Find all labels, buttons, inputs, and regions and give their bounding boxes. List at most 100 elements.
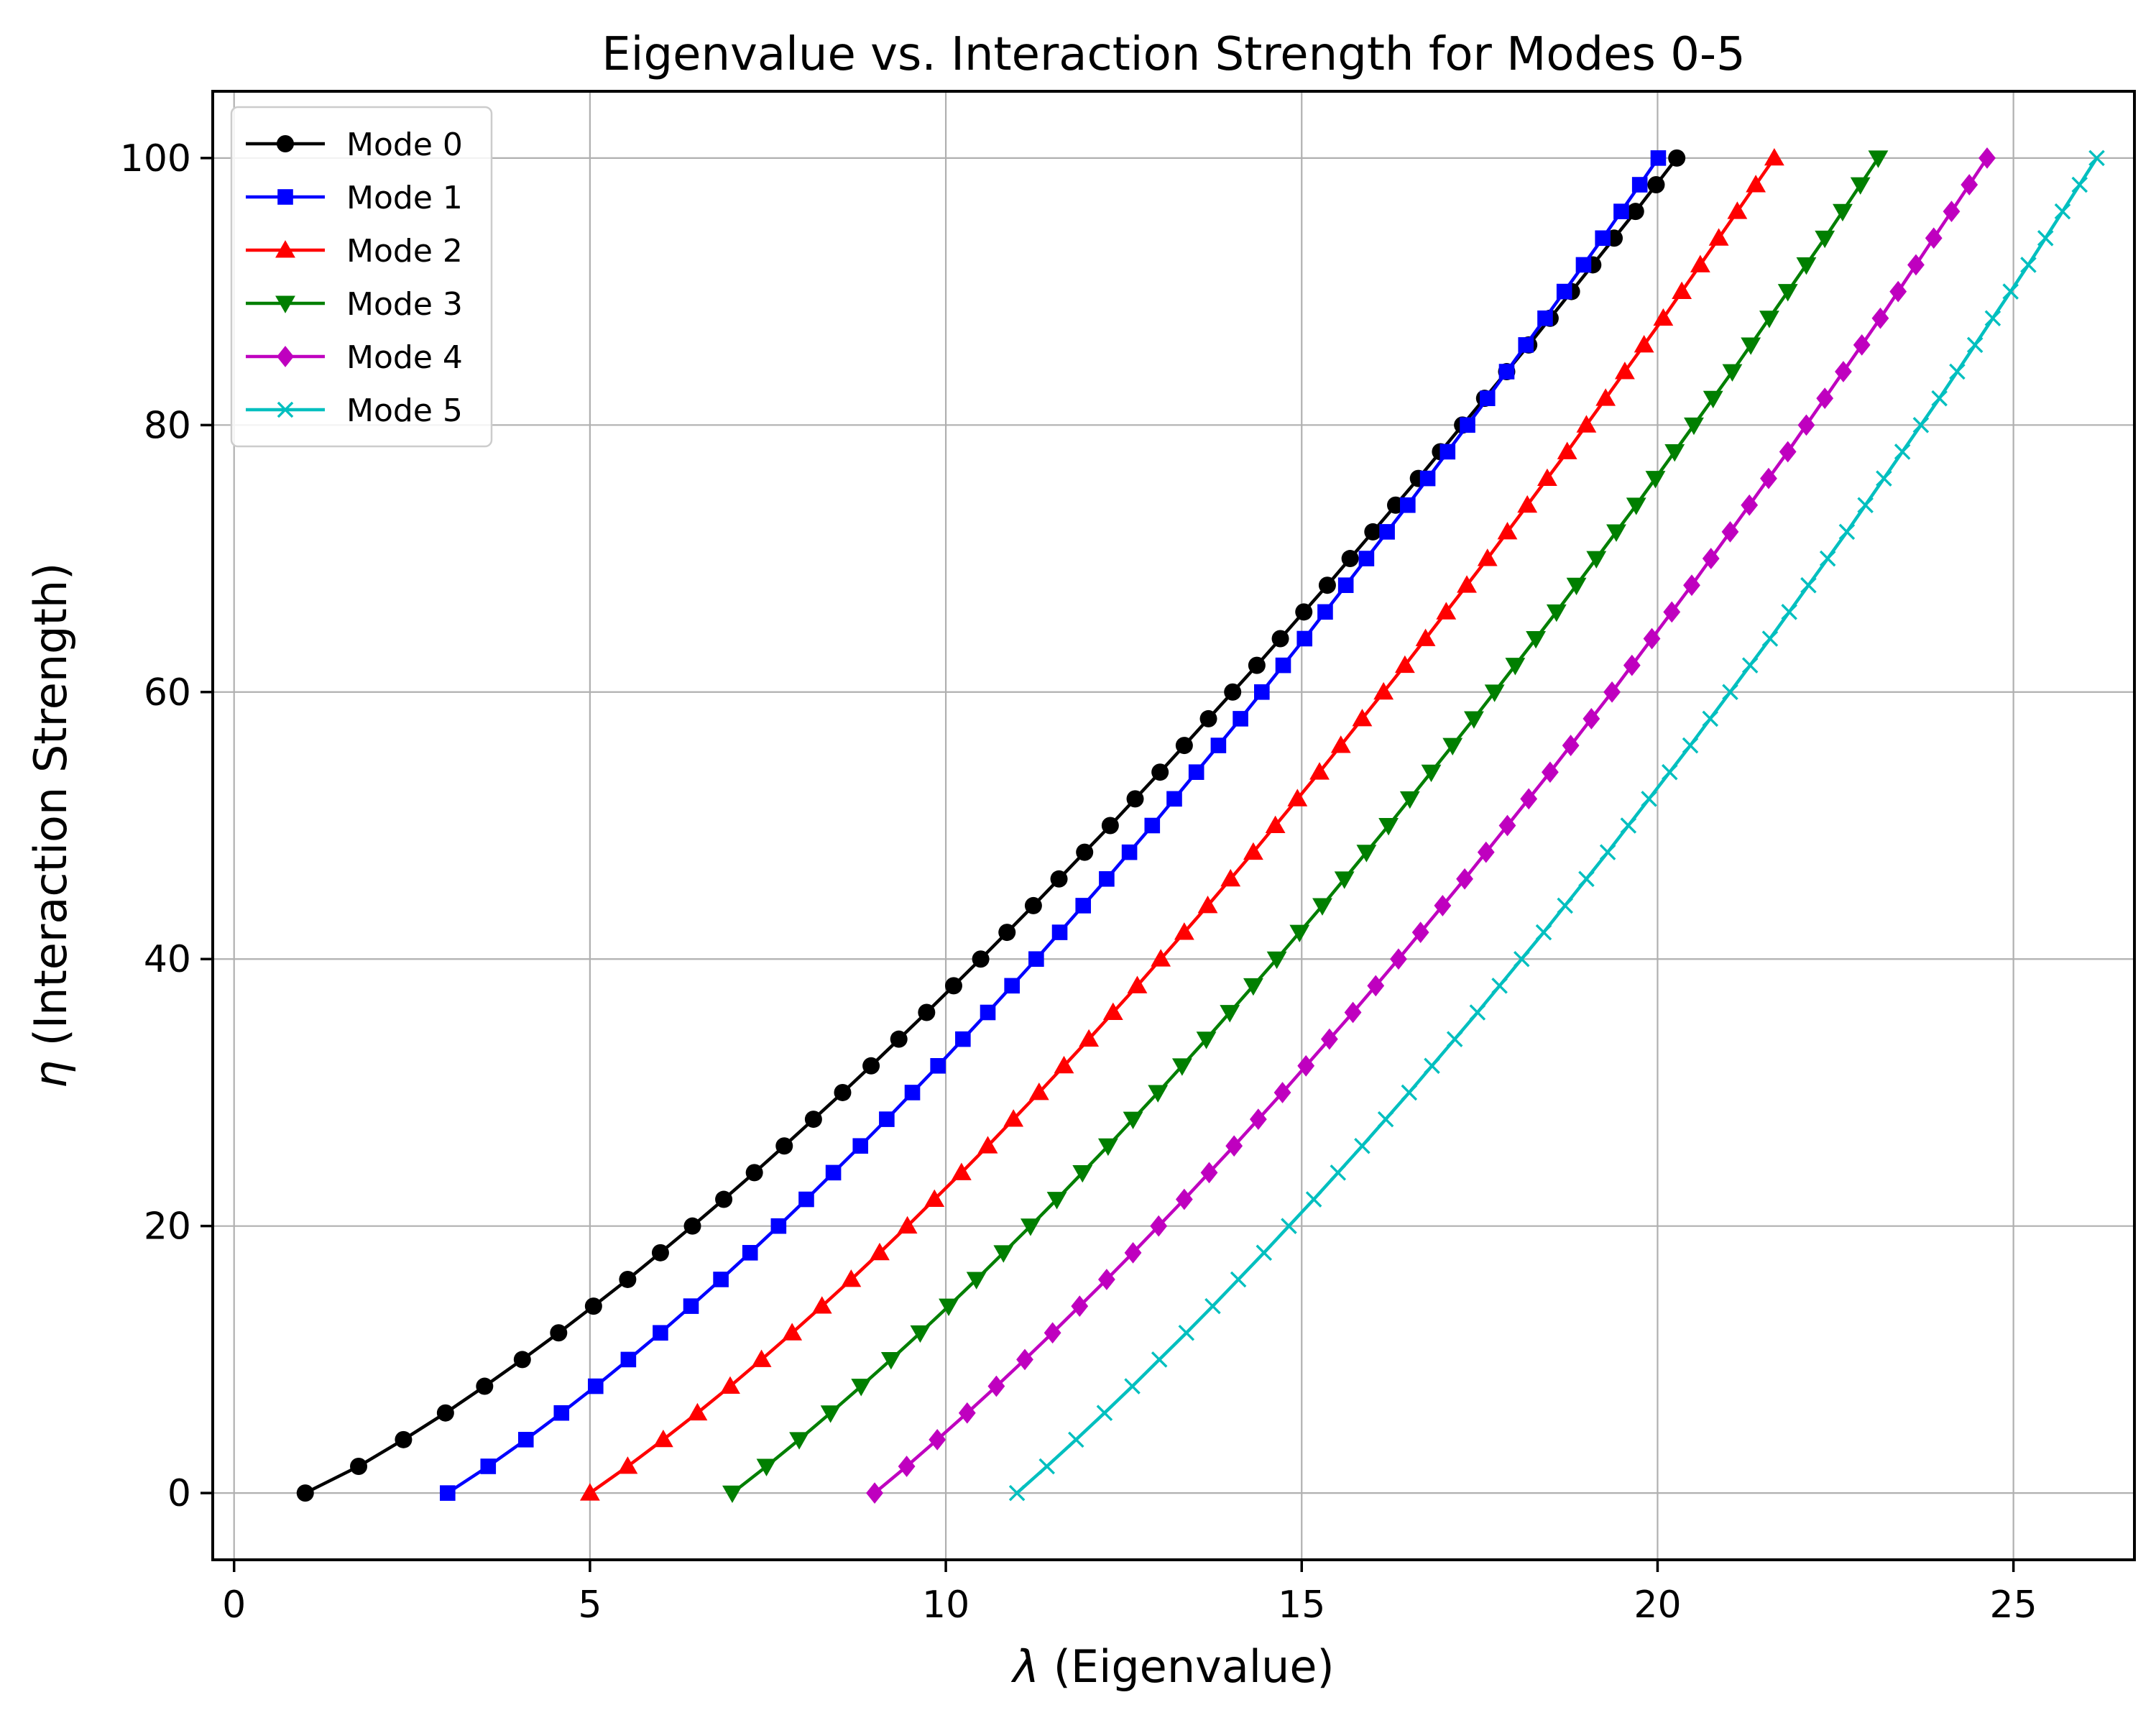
mode-0-point [1341, 550, 1359, 568]
mode-1-point [1479, 390, 1496, 406]
mode-2-point [977, 1136, 998, 1154]
mode-5-point [1514, 950, 1530, 968]
mode-4-point [1297, 1054, 1315, 1077]
mode-5-point [1857, 497, 1874, 514]
x-marker-stroke [1557, 897, 1573, 914]
mode-4-point [1943, 201, 1961, 223]
mode-2-point [1054, 1055, 1074, 1074]
mode-4-point [1889, 280, 1907, 303]
mode-1-point [1537, 310, 1553, 326]
mode-1-point [1613, 203, 1629, 219]
mode-4-point [1623, 654, 1641, 676]
mode-1-point [1121, 844, 1138, 860]
x-marker-stroke [1469, 1004, 1486, 1021]
mode-4-point [1320, 1028, 1338, 1050]
mode-5-point [1819, 550, 1836, 567]
x-marker-stroke [2002, 283, 2019, 300]
mode-1-point [588, 1378, 604, 1394]
mode-5-point [1876, 470, 1892, 487]
mode-3-point [1021, 1218, 1041, 1236]
x-marker-stroke [1781, 604, 1797, 620]
mode-1-point [1650, 150, 1667, 166]
mode-2-point [1079, 1029, 1100, 1047]
mode-1-point [955, 1031, 971, 1047]
mode-2-point [1415, 628, 1436, 646]
mode-4-point [1071, 1295, 1089, 1317]
mode-0-point [998, 924, 1016, 942]
mode-3-point [1505, 658, 1526, 676]
mode-4-point [1016, 1348, 1033, 1371]
mode-4-point [1871, 307, 1889, 329]
mode-5-point [1599, 844, 1616, 860]
mode-2-point [1517, 495, 1538, 513]
mode-4-point [1683, 574, 1700, 597]
mode-2-point [1595, 388, 1616, 406]
mode-3-point [1378, 818, 1399, 836]
mode-4-point [1411, 922, 1429, 943]
mode-4-point [958, 1402, 976, 1424]
mode-3-point [1606, 524, 1626, 542]
mode-1-point [1099, 870, 1115, 887]
legend-marker [277, 401, 294, 418]
x-marker-stroke [1401, 1084, 1418, 1101]
mode-4-point [1044, 1322, 1061, 1344]
mode-3-point [1833, 203, 1853, 222]
mode-3-point [1312, 898, 1332, 916]
mode-3-point [1220, 1005, 1240, 1023]
x-marker-stroke [1984, 310, 2001, 327]
mode-0-point [745, 1164, 763, 1182]
mode-4-point [1225, 1135, 1243, 1157]
x-marker-stroke [1702, 710, 1719, 727]
mode-1-point [1166, 791, 1182, 807]
legend: Mode 0 Mode 1 Mode 2 Mode 3 Mode 4 Mode 5 [230, 106, 493, 448]
mode-5-point [1912, 417, 1930, 433]
mode-1-point [742, 1245, 758, 1261]
x-marker-stroke [1096, 1405, 1113, 1421]
x-marker-stroke [1446, 1031, 1463, 1047]
legend-label: Mode 4 [346, 339, 463, 376]
mode-1-point [1188, 764, 1204, 781]
mode-4-point [1760, 467, 1777, 490]
mode-5-series [1008, 150, 2105, 1502]
mode-0-point [775, 1137, 793, 1155]
mode-1-point [1144, 817, 1161, 834]
mode-4-point [1477, 841, 1495, 863]
mode-1-point [1296, 630, 1313, 647]
mode-2-point [1003, 1109, 1024, 1127]
x-marker-stroke [2054, 203, 2071, 220]
mode-2-point [1197, 896, 1218, 914]
mode-0-point [1271, 630, 1289, 648]
mode-3-point [1171, 1058, 1192, 1076]
mode-3-point [1046, 1192, 1067, 1210]
x-marker-stroke [1722, 684, 1738, 701]
mode-5-point [1535, 924, 1552, 941]
mode-2-point [1028, 1083, 1049, 1100]
mode-4-series [866, 147, 1996, 1504]
mode-4-point [1907, 254, 1925, 276]
mode-3-point [939, 1298, 959, 1317]
mode-1-point [1337, 577, 1354, 593]
mode-2-point [1220, 868, 1241, 887]
mode-3-point [1123, 1111, 1143, 1130]
mode-0-point [350, 1457, 368, 1475]
mode-2-point [1243, 842, 1263, 860]
mode-5-point [2020, 257, 2037, 273]
mode-1-point [930, 1058, 946, 1074]
x-marker-stroke [2088, 150, 2105, 167]
chart-title: Eigenvalue vs. Interaction Strength for … [602, 28, 1746, 81]
mode-4-point [929, 1428, 946, 1451]
mode-2-series [579, 147, 1784, 1501]
legend-item-mode-1: Mode 1 [246, 180, 463, 216]
mode-1-point [904, 1085, 921, 1100]
x-marker-stroke [1641, 791, 1657, 807]
x-marker-stroke [1424, 1057, 1440, 1075]
mode-3-point [1484, 684, 1505, 702]
x-axis-text: (Eigenvalue) [1039, 1640, 1335, 1693]
x-marker-stroke [1912, 417, 1930, 433]
mode-1-point [1317, 604, 1333, 620]
mode-3-point [1664, 444, 1685, 462]
mode-1-point [770, 1218, 787, 1234]
x-marker-stroke [1377, 1111, 1394, 1128]
mode-5-point [1377, 1111, 1394, 1128]
mode-5-point [1204, 1297, 1221, 1315]
